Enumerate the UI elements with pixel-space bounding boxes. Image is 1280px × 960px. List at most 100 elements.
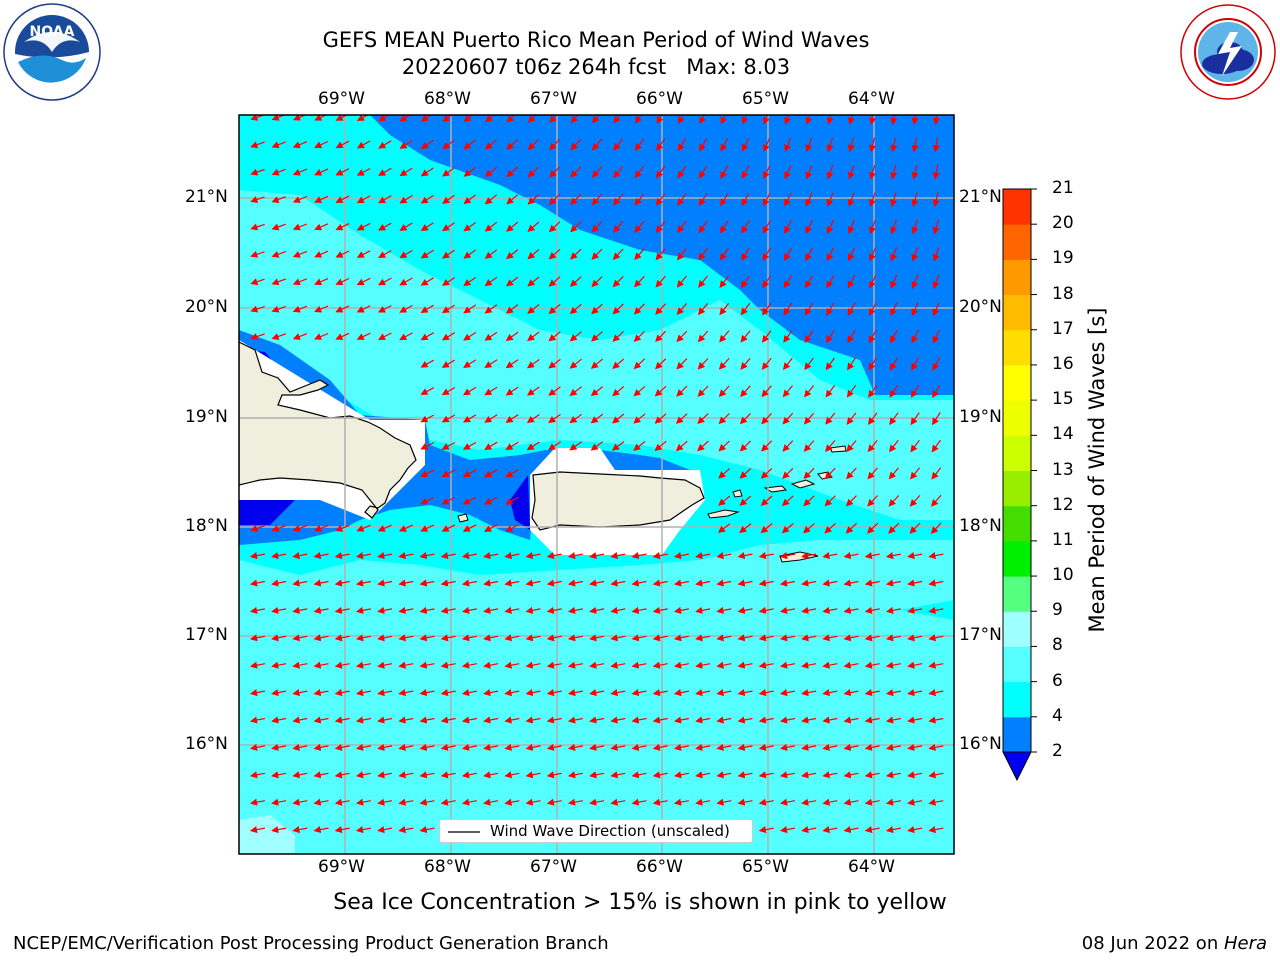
wind-wave-arrow [758, 661, 774, 669]
wind-wave-arrow [249, 579, 266, 587]
wind-wave-arrow [783, 302, 793, 316]
wind-wave-arrow [355, 798, 372, 806]
wind-wave-arrow [441, 496, 456, 505]
wind-wave-arrow [271, 305, 287, 313]
wind-wave-arrow [506, 115, 516, 123]
wind-wave-arrow [779, 552, 796, 560]
wind-wave-arrow [292, 606, 308, 614]
wind-wave-arrow [824, 467, 836, 480]
colorbar-tick-label: 14 [1052, 424, 1074, 445]
wind-wave-arrow [782, 467, 794, 479]
wind-wave-arrow [631, 689, 647, 697]
wind-wave-arrow [741, 165, 750, 180]
wind-wave-arrow [250, 278, 265, 286]
wind-wave-arrow [506, 221, 519, 232]
wind-wave-arrow [334, 661, 350, 669]
wind-wave-arrow [779, 743, 796, 751]
wind-wave-arrow [378, 115, 390, 122]
lon-label-top-69w: 69°W [318, 89, 365, 109]
wind-wave-arrow [718, 495, 731, 506]
wind-wave-arrow [888, 439, 899, 453]
wind-wave-arrow [250, 305, 265, 313]
wind-wave-arrow [356, 222, 371, 231]
wind-wave-arrow [634, 165, 645, 179]
wind-wave-arrow [673, 552, 690, 560]
lat-label-left-16n: 16°N [185, 734, 228, 754]
wind-wave-arrow [463, 194, 476, 205]
wind-wave-arrow [822, 826, 838, 834]
wind-wave-arrow [612, 220, 624, 233]
wind-wave-arrow [758, 798, 774, 806]
colorbar-segment [1003, 505, 1031, 542]
wind-wave-arrow [864, 606, 880, 614]
wind-wave-arrow [890, 219, 898, 235]
wind-wave-arrow [612, 275, 624, 288]
wind-wave-arrow [867, 467, 878, 480]
wind-wave-arrow [461, 552, 478, 560]
wind-wave-arrow [762, 220, 771, 234]
chart-title: GEFS MEAN Puerto Rico Mean Period of Win… [322, 28, 870, 52]
wind-wave-arrow [911, 247, 919, 262]
wind-wave-arrow [505, 304, 519, 314]
wind-wave-arrow [419, 634, 435, 642]
wind-wave-arrow [801, 716, 817, 724]
wind-wave-arrow [567, 798, 584, 806]
colorbar-segment [1003, 189, 1031, 225]
wind-wave-arrow [633, 358, 646, 370]
wind-wave-arrow [525, 771, 541, 779]
wind-wave-arrow [695, 606, 711, 614]
lat-label-left-20n: 20°N [185, 297, 228, 317]
wind-wave-arrow [419, 716, 435, 724]
wind-wave-arrow [634, 193, 645, 206]
wind-wave-arrow [292, 716, 308, 724]
wind-wave-arrow [461, 771, 478, 779]
wind-wave-arrow [758, 689, 774, 697]
wind-wave-arrow [737, 716, 753, 724]
wind-wave-arrow [271, 524, 286, 532]
wind-wave-arrow [867, 440, 878, 453]
wind-wave-arrow [740, 357, 751, 370]
wind-wave-arrow [440, 716, 456, 724]
wind-wave-arrow [869, 192, 876, 207]
wind-wave-arrow [885, 552, 902, 560]
wind-wave-arrow [611, 441, 625, 451]
wind-wave-arrow [761, 440, 773, 452]
wind-wave-arrow [484, 331, 498, 341]
wind-wave-arrow [334, 552, 350, 560]
colorbar-segment [1003, 329, 1031, 366]
wind-wave-arrow [610, 606, 626, 614]
wind-wave-arrow [592, 115, 600, 124]
wind-wave-arrow [546, 552, 562, 560]
wind-wave-arrow [673, 634, 690, 642]
land-culebra [732, 489, 743, 498]
wind-wave-arrow [569, 413, 582, 424]
wind-wave-arrow [907, 606, 923, 614]
wind-wave-arrow [484, 496, 498, 505]
wind-wave-arrow [527, 304, 540, 314]
wind-wave-arrow [527, 249, 540, 260]
wind-wave-arrow [889, 357, 899, 371]
wind-wave-arrow [804, 330, 814, 343]
wind-wave-arrow [610, 743, 626, 751]
wind-wave-arrow [441, 359, 456, 368]
wind-wave-arrow [695, 798, 711, 806]
wind-wave-arrow [484, 166, 497, 178]
wind-wave-arrow [801, 826, 817, 834]
wind-wave-arrow [548, 193, 561, 205]
lat-label-left-19n: 19°N [185, 407, 228, 427]
colorbar-segment [1003, 576, 1031, 612]
wind-wave-arrow [335, 277, 350, 286]
wind-wave-arrow [911, 219, 919, 235]
wind-wave-arrow [677, 138, 687, 152]
wind-wave-arrow [610, 689, 626, 697]
wind-wave-arrow [377, 277, 392, 286]
wind-wave-arrow [718, 385, 730, 397]
wind-wave-arrow [928, 689, 944, 697]
wind-wave-arrow [377, 743, 393, 751]
wind-wave-arrow [525, 606, 541, 614]
wind-wave-arrow [249, 689, 266, 697]
wind-wave-arrow [377, 634, 393, 642]
wind-wave-arrow [869, 219, 876, 235]
wind-wave-arrow [271, 552, 287, 560]
wind-wave-arrow [655, 193, 666, 206]
